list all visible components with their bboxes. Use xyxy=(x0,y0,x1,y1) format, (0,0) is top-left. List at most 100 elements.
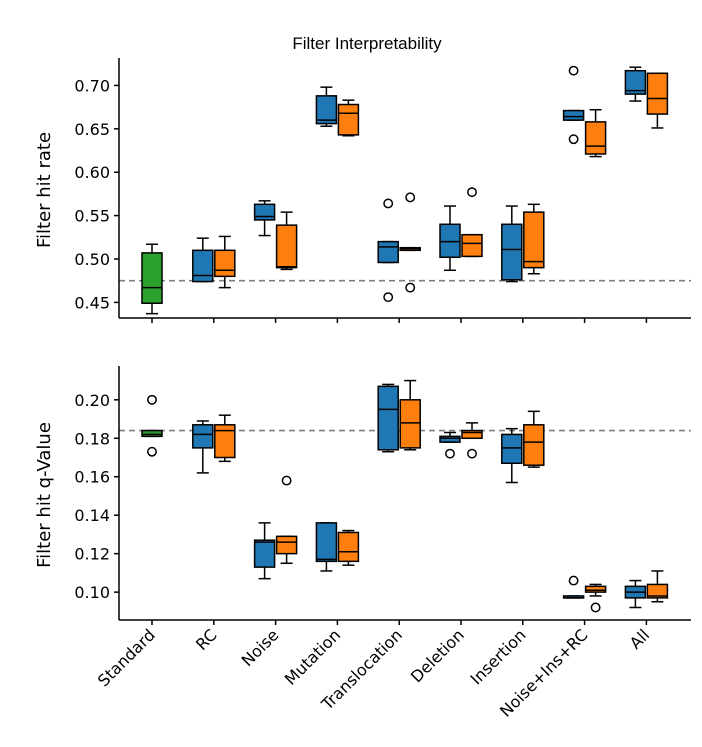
hit-rate-box-noise-ins-rc-blue xyxy=(562,65,585,145)
box-iqr xyxy=(141,429,163,438)
hit-rate-box-mutation-blue xyxy=(315,86,338,127)
q-value-box-standard-standard xyxy=(141,394,163,457)
box-iqr xyxy=(192,249,214,283)
hit-rate-box-deletion-orange xyxy=(461,187,483,258)
y-tick-label: 0.16 xyxy=(74,468,110,487)
q-value-box-noise-blue xyxy=(253,522,276,580)
y-tick-label: 0.65 xyxy=(74,120,110,139)
box-iqr xyxy=(214,249,236,278)
y-tick-label: 0.55 xyxy=(74,207,110,226)
outlier-point xyxy=(590,602,601,613)
hit-rate-box-noise-ins-rc-orange xyxy=(584,108,607,158)
box-iqr xyxy=(562,109,585,121)
box-iqr xyxy=(523,211,545,269)
y-tick-label: 0.14 xyxy=(74,506,110,525)
q-value-box-all-orange xyxy=(646,570,669,603)
q-value-box-rc-orange xyxy=(214,414,236,463)
q-value-box-deletion-blue xyxy=(439,431,461,459)
box-iqr xyxy=(439,223,461,259)
hit-rate-box-rc-orange xyxy=(214,235,236,289)
box-iqr xyxy=(461,429,483,440)
box-iqr xyxy=(646,583,669,599)
category-label: Mutation xyxy=(281,625,344,688)
y-tick-label: 0.45 xyxy=(74,293,110,312)
q-value-box-translocation-orange xyxy=(399,379,421,451)
box-iqr xyxy=(337,531,360,563)
y-tick-label: 0.20 xyxy=(74,391,110,410)
q-value-box-noise-ins-rc-orange xyxy=(584,583,607,613)
box-iqr xyxy=(439,435,461,443)
box-iqr xyxy=(646,72,669,115)
outlier-point xyxy=(568,134,579,145)
q-value-box-rc-blue xyxy=(192,420,214,474)
outlier-point xyxy=(467,448,477,459)
hit-rate-box-insertion-orange xyxy=(523,203,545,275)
box-iqr xyxy=(315,522,338,563)
box-iqr xyxy=(501,223,523,281)
box-iqr xyxy=(624,69,647,95)
hit-rate-box-noise-blue xyxy=(253,200,276,237)
outlier-point xyxy=(383,292,394,303)
q-value-box-mutation-blue xyxy=(315,522,338,572)
q-value-box-noise-ins-rc-blue xyxy=(562,575,585,599)
box-iqr xyxy=(275,224,298,269)
y-tick-label: 0.60 xyxy=(74,163,110,182)
outlier-point xyxy=(405,282,416,293)
hit-rate-box-standard-standard xyxy=(141,243,163,315)
outlier-point xyxy=(568,575,579,586)
box-iqr xyxy=(141,252,163,304)
box-iqr xyxy=(377,385,399,451)
category-label: All xyxy=(626,625,653,652)
category-label: Noise xyxy=(238,625,283,670)
y-tick-label: 0.12 xyxy=(74,545,110,564)
outlier-point xyxy=(467,187,477,198)
q-value-box-mutation-orange xyxy=(337,529,360,566)
outlier-point xyxy=(147,446,157,457)
box-iqr xyxy=(523,424,545,466)
hit-rate-box-noise-orange xyxy=(275,211,298,271)
box-iqr xyxy=(377,240,399,264)
category-label: RC xyxy=(192,625,221,654)
q-value-box-noise-orange xyxy=(275,475,298,565)
hit-rate-y-axis-label: Filter hit rate xyxy=(34,132,55,248)
category-label: Deletion xyxy=(407,625,468,686)
outlier-point xyxy=(383,198,394,209)
box-iqr xyxy=(399,399,421,449)
hit-rate-box-insertion-blue xyxy=(501,205,523,283)
hit-rate-box-rc-blue xyxy=(192,237,214,283)
y-tick-label: 0.70 xyxy=(74,76,110,95)
q-value-box-translocation-blue xyxy=(377,383,399,453)
chart-title: Filter Interpretability xyxy=(292,34,442,53)
q-value-box-insertion-blue xyxy=(501,427,523,484)
hit-rate-box-translocation-blue xyxy=(377,198,399,303)
y-tick-label: 0.10 xyxy=(74,583,110,602)
box-iqr xyxy=(214,424,236,459)
category-label: Standard xyxy=(94,625,159,690)
box-iqr xyxy=(275,535,298,555)
box-iqr xyxy=(461,233,483,258)
q-value-y-axis-label: Filter hit q-Value xyxy=(34,422,55,568)
hit-rate-box-mutation-orange xyxy=(337,99,360,137)
box-iqr xyxy=(192,424,214,449)
box-iqr xyxy=(337,103,360,136)
box-iqr xyxy=(253,539,276,568)
hit-rate-box-all-orange xyxy=(646,72,669,129)
box-iqr xyxy=(315,95,338,125)
hit-rate-box-translocation-orange xyxy=(399,192,421,293)
q-value-panel: 0.10 0.12 0.14 0.16 0.18 0.20 Filter hit q-Val… xyxy=(34,366,691,625)
q-value-box-deletion-orange xyxy=(461,422,483,459)
q-value-box-all-blue xyxy=(624,579,647,609)
outlier-point xyxy=(147,394,157,405)
outlier-point xyxy=(405,192,416,203)
outlier-point xyxy=(281,475,292,486)
hit-rate-box-all-blue xyxy=(624,66,647,102)
category-label: Insertion xyxy=(467,625,530,688)
y-tick-label: 0.50 xyxy=(74,250,110,269)
box-iqr xyxy=(501,433,523,465)
outlier-point xyxy=(445,448,455,459)
q-value-box-insertion-orange xyxy=(523,410,545,468)
hit-rate-panel: 0.45 0.50 0.55 0.60 0.65 0.70 Filter hit rate xyxy=(34,58,691,323)
y-tick-label: 0.18 xyxy=(74,429,110,448)
